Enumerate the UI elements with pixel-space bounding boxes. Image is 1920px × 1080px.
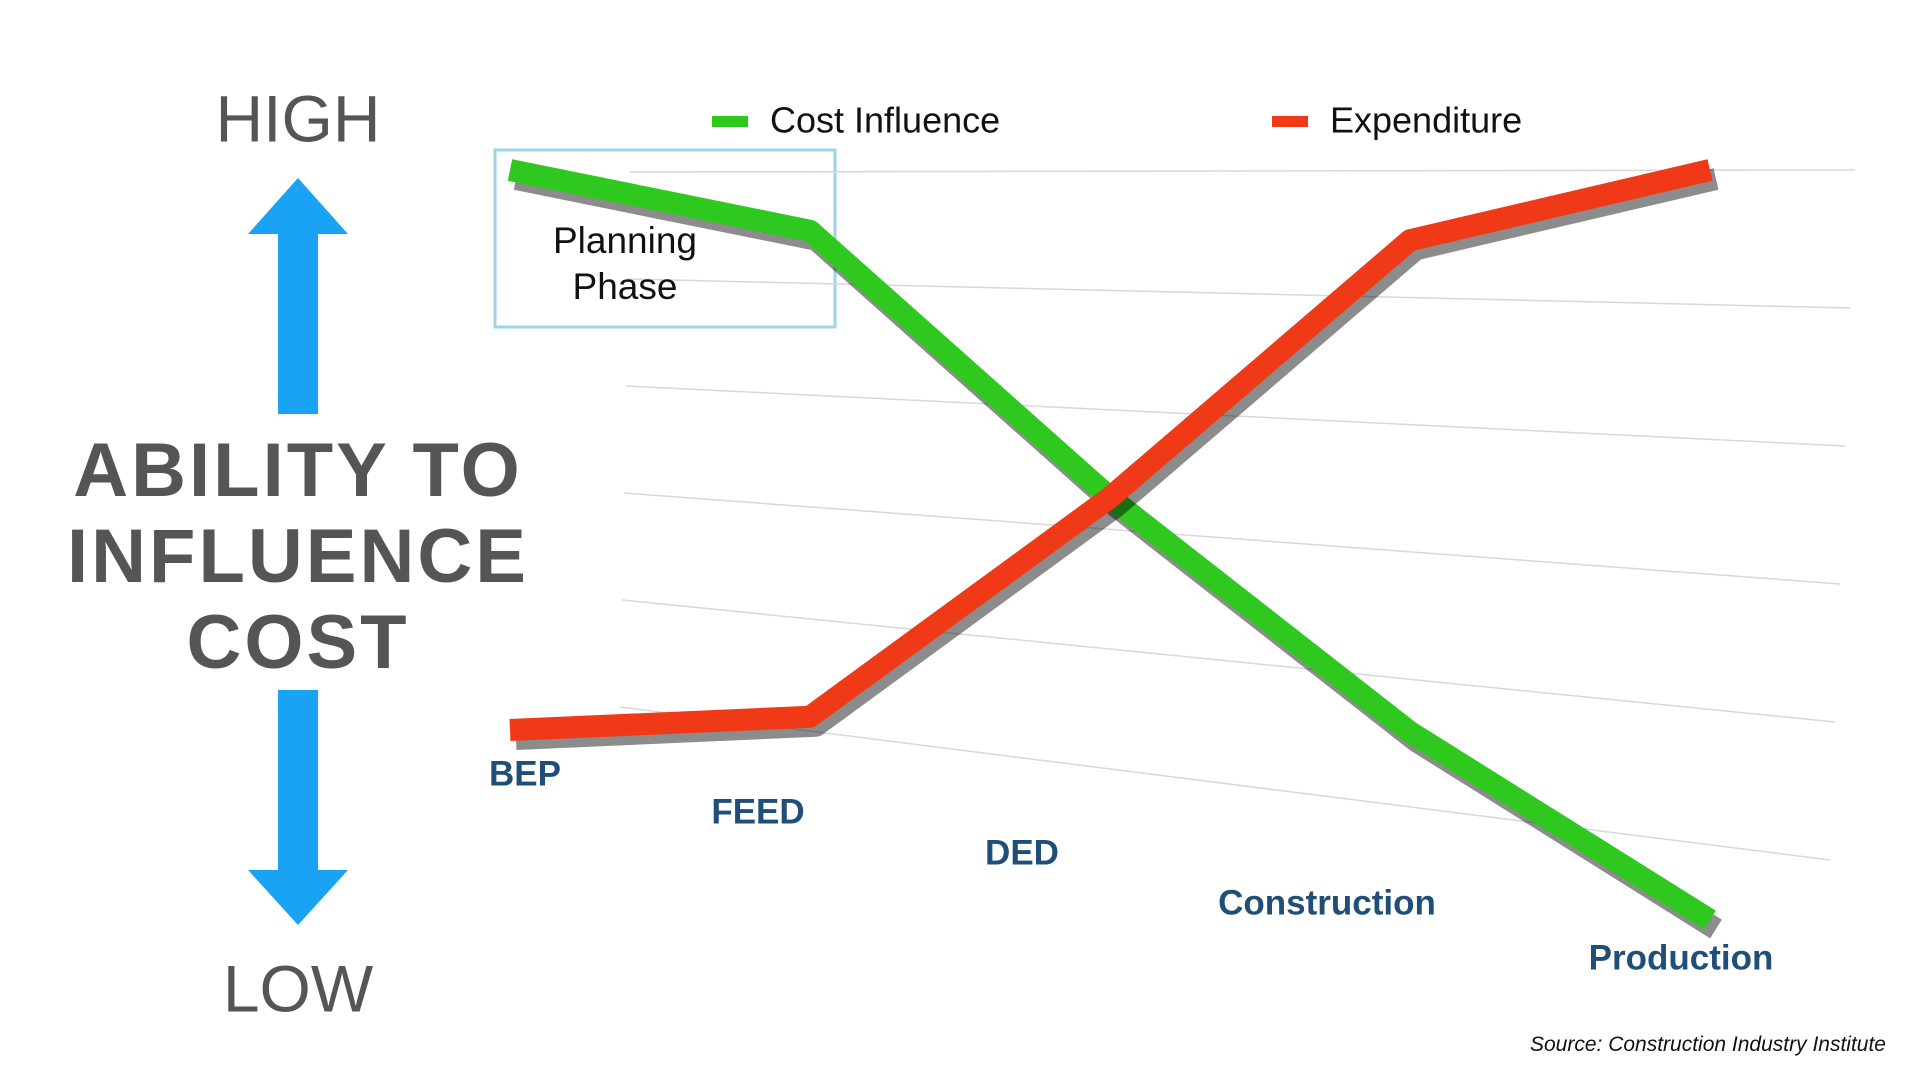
source-note: Source: Construction Industry Institute: [1529, 1033, 1886, 1056]
low-label: LOW: [223, 951, 374, 1025]
grid-line: [619, 706, 1831, 861]
up-arrow: [248, 178, 348, 414]
x-tick-label: DED: [985, 833, 1059, 872]
grid-line: [623, 492, 1841, 585]
annotation: Planning Phase: [552, 220, 697, 307]
x-tick-label: Production: [1589, 938, 1774, 977]
legend-label: Cost Influence: [770, 100, 1000, 141]
legend-swatch: [1272, 116, 1308, 127]
down-arrow: [248, 690, 348, 925]
legend-label: Expenditure: [1330, 100, 1522, 141]
grid-line: [627, 278, 1851, 309]
x-tick-label: Construction: [1218, 883, 1436, 922]
series-line: [509, 159, 1713, 741]
x-tick-label: FEED: [711, 792, 804, 831]
grid-line: [625, 385, 1846, 447]
high-label: HIGH: [216, 81, 381, 155]
grid-line: [621, 599, 1836, 723]
legend-swatch: [712, 116, 748, 127]
y-axis-label: ABILITY TO INFLUENCE COST: [67, 428, 529, 685]
x-tick-label: BEP: [489, 754, 561, 793]
grid-line: [629, 169, 1856, 173]
